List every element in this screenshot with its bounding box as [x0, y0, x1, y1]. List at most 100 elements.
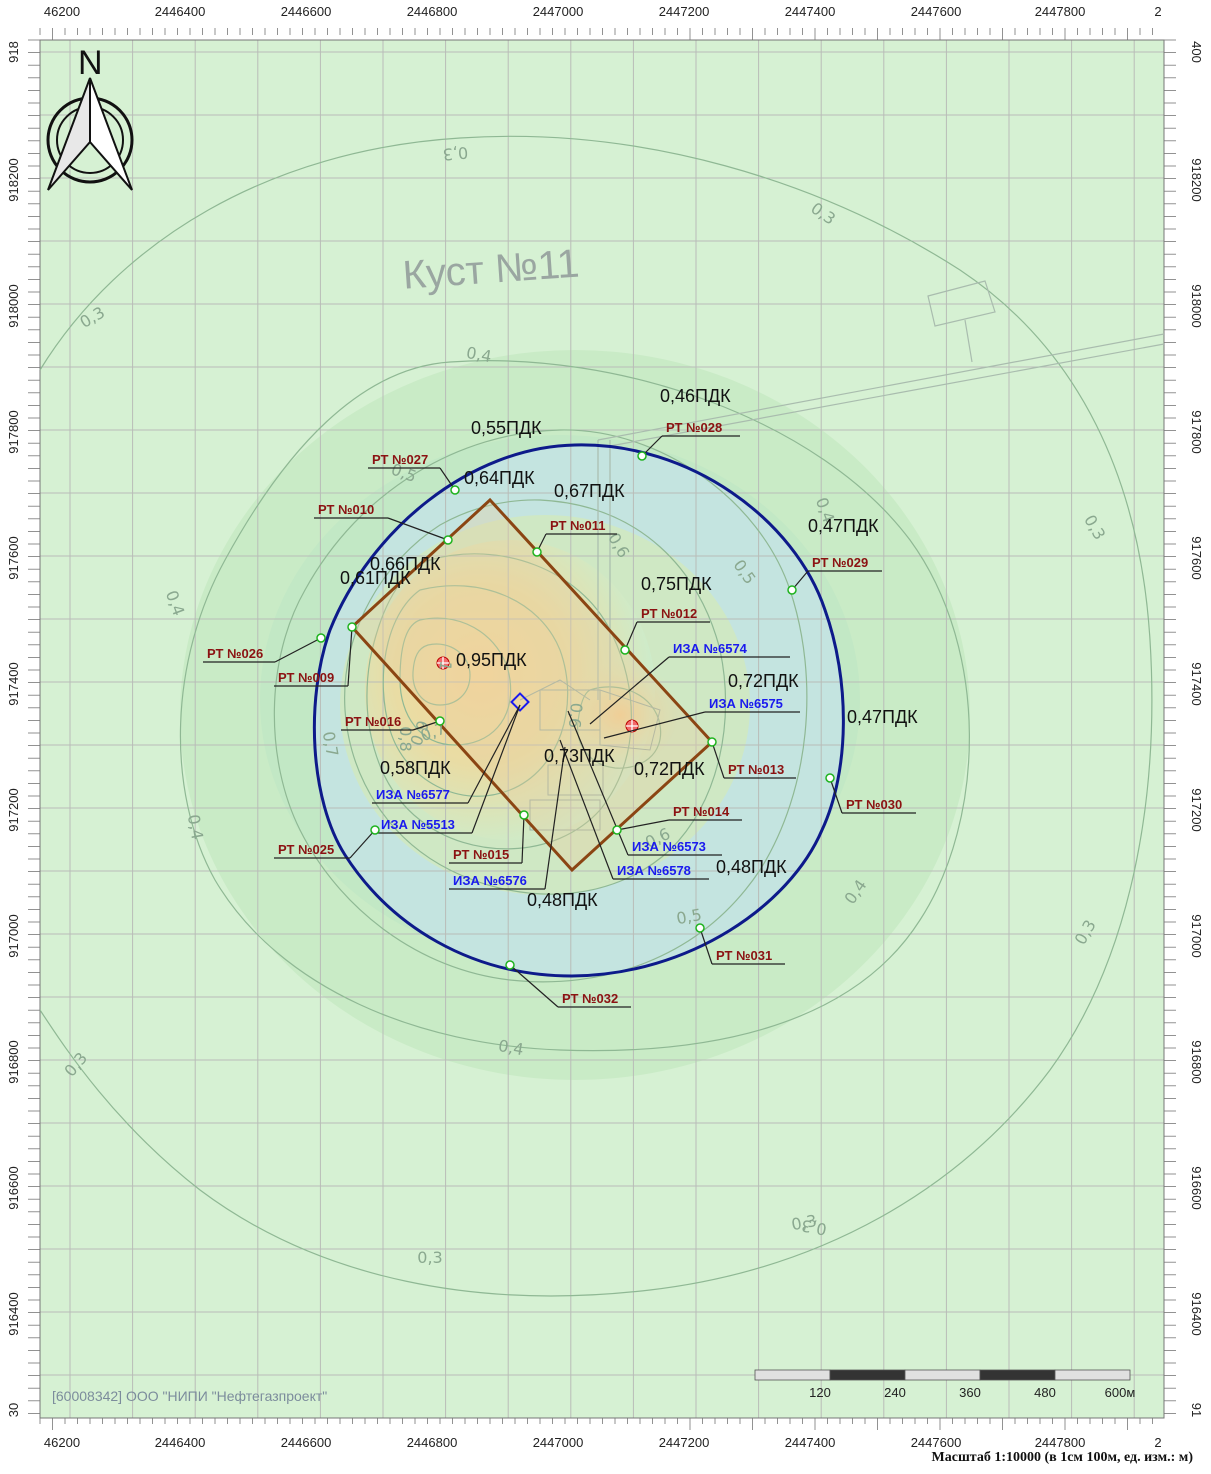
rt-label: РТ №016: [345, 714, 401, 729]
isoline-label: 0,8: [396, 726, 415, 751]
iza-label: ИЗА №6574: [673, 641, 748, 656]
y-tick-label-right: 917000: [1189, 914, 1204, 957]
pdk-label: 0,48ПДК: [527, 890, 598, 910]
x-tick-label-bottom: 2447600: [911, 1435, 962, 1450]
y-tick-label-right: 916600: [1189, 1166, 1204, 1209]
y-tick-label-left: 918: [6, 41, 21, 63]
rt-leader: [387, 517, 449, 541]
x-tick-label-top: 2447200: [659, 4, 710, 19]
rt-leader: [509, 964, 559, 1008]
rt-marker: [450, 485, 460, 495]
y-tick-label-left: 916400: [6, 1292, 21, 1335]
iza-label: ИЗА №6576: [453, 873, 527, 888]
pdk-label: 0,55ПДК: [471, 418, 542, 438]
pdk-labels: 0,46ПДК 0,55ПДК 0,64ПДК 0,67ПДК 0,47ПДК 0,66П…: [340, 386, 918, 910]
isoline-label: 0,4: [465, 343, 493, 366]
rt-leader: [349, 829, 376, 859]
iza-leader: [559, 739, 614, 880]
scale-segment: [904, 1369, 981, 1381]
pdk-label: 0,67ПДК: [554, 481, 625, 501]
iza-label: ИЗА №6577: [376, 787, 450, 802]
pdk-label: 0,95ПДК: [456, 650, 527, 670]
isoline-03: [39, 135, 1153, 1297]
rt-marker: [825, 773, 835, 783]
north-label: N: [78, 44, 103, 82]
x-tick-label-top: 2447600: [911, 4, 962, 19]
rt-label: РТ №011: [550, 518, 606, 533]
pdk-label: 0,61ПДК: [340, 568, 411, 588]
pdk-label: 0,48ПДК: [716, 857, 787, 877]
isoline-label: 1: [435, 659, 455, 672]
rt-label: РТ №014: [673, 804, 730, 819]
rt-marker: [443, 535, 453, 545]
x-tick-label-bottom: 2446400: [155, 1435, 206, 1450]
rt-marker: [505, 960, 515, 970]
rt-leader: [711, 741, 725, 779]
scale-bar-label: 240: [884, 1385, 906, 1400]
rt-marker: [787, 585, 797, 595]
isoline-label: 0,3: [442, 143, 469, 164]
rt-marker: [620, 645, 630, 655]
y-tick-label-left: 917000: [6, 914, 21, 957]
map-frame: [39, 39, 1165, 1419]
rt-label: РТ №032: [562, 991, 618, 1006]
x-tick-label-bottom: 2446800: [407, 1435, 458, 1450]
y-tick-label-left: 918200: [6, 158, 21, 201]
pdk-label: 0,66ПДК: [370, 554, 441, 574]
isoline-label: 0,3: [790, 1211, 818, 1234]
iza-leader: [589, 656, 670, 725]
pdk-label: 0,47ПДК: [808, 516, 879, 536]
rt-leader: [829, 777, 843, 814]
rt-label: РТ №025: [278, 842, 334, 857]
rt-leader: [347, 626, 353, 687]
rt-marker: [370, 825, 380, 835]
rt-label: РТ №015: [453, 847, 509, 862]
x-tick-label-bottom: 2447000: [533, 1435, 584, 1450]
scale-caption: Масштаб 1:10000 (в 1см 100м, ед. изм.: м…: [931, 1450, 1193, 1465]
scale-bar-label: 360: [959, 1385, 981, 1400]
rt-leader: [521, 814, 525, 864]
pdk-label: 0,64ПДК: [464, 468, 535, 488]
y-tick-label-left: 917600: [6, 536, 21, 579]
x-tick-label-bottom: 2447800: [1035, 1435, 1086, 1450]
map-axes: 4620046200244640024464002446600244660024…: [6, 4, 1204, 1450]
rt-leader: [699, 927, 713, 965]
isoline-10: [412, 643, 471, 706]
iza-leader: [467, 704, 521, 804]
isoline-label: 0,5: [675, 905, 703, 928]
isoline-label: 0,3: [800, 1216, 828, 1239]
y-tick-label-right: 916400: [1189, 1292, 1204, 1335]
x-tick-label-bottom: 2: [1154, 1435, 1161, 1450]
isoline-label: 0,7: [319, 730, 342, 758]
isoline-06: [344, 499, 727, 895]
rt-label: РТ №028: [666, 420, 722, 435]
rt-marker: [532, 547, 542, 557]
rt-label: РТ №031: [716, 948, 772, 963]
conc-zone-hot2: [560, 660, 680, 770]
y-tick-label-right: 918200: [1189, 158, 1204, 201]
pdk-label: 0,47ПДК: [847, 707, 918, 727]
rt-label: РТ №029: [812, 555, 868, 570]
rt-marker: [637, 451, 647, 461]
rt-marker: [519, 810, 529, 820]
scale-bar-label: 480: [1034, 1385, 1056, 1400]
pdk-label: 0,72ПДК: [634, 759, 705, 779]
x-tick-label-bottom: 2447400: [785, 1435, 836, 1450]
iza-leader: [471, 704, 521, 834]
rt-label: РТ №027: [372, 452, 428, 467]
coordinate-grid: [39, 39, 1165, 1419]
scale-bar-label: 120: [809, 1385, 831, 1400]
rt-label: РТ №030: [846, 797, 902, 812]
y-tick-label-right: 916800: [1189, 1040, 1204, 1083]
scale-segment: [1054, 1369, 1131, 1381]
isoline-label: 0,4: [184, 813, 207, 841]
x-tick-label-top: 46200: [44, 4, 80, 19]
design-points: РТ №028 РТ №027 РТ №010 РТ №011 РТ №029 РТ №0…: [207, 420, 902, 1006]
y-tick-label-right: 918000: [1189, 284, 1204, 327]
rt-marker: [695, 923, 705, 933]
isoline-08: [382, 585, 569, 797]
organization-label: [60008342] ООО "НИПИ "Нефтегазпроект": [52, 1388, 328, 1404]
y-tick-label-left: 916600: [6, 1166, 21, 1209]
x-tick-label-top: 2446400: [155, 4, 206, 19]
